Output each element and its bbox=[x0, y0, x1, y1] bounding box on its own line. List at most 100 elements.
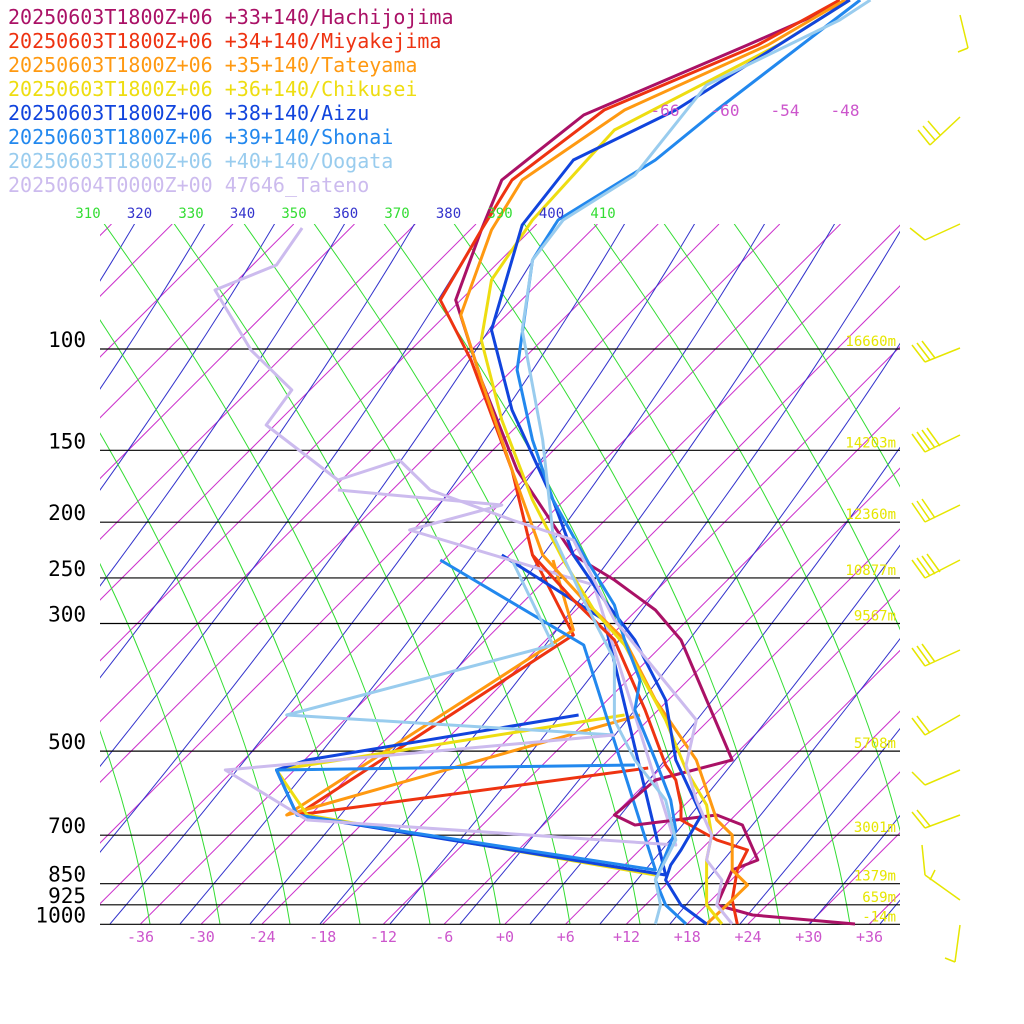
dry-adiabat-line bbox=[100, 224, 416, 679]
series-line bbox=[275, 713, 656, 877]
temperature-tick-label: -24 bbox=[248, 928, 275, 946]
theta-label: 390 bbox=[487, 206, 512, 222]
dry-adiabat-line bbox=[599, 544, 900, 924]
series-line bbox=[515, 0, 862, 926]
theta-label: 400 bbox=[539, 206, 564, 222]
pressure-label: 300 bbox=[48, 602, 86, 626]
upper-temperature-labels: -66 -60 -54 -48 bbox=[651, 101, 860, 120]
height-label: 5708m bbox=[854, 736, 896, 752]
dry-adiabat-line bbox=[109, 224, 626, 924]
theta-label: 310 bbox=[75, 206, 100, 222]
wind-barb-icon bbox=[911, 498, 961, 523]
isotherm-line bbox=[808, 832, 900, 924]
pressure-label: 1000 bbox=[35, 903, 86, 927]
series-line bbox=[438, 0, 841, 925]
pressure-label: 925 bbox=[48, 884, 86, 908]
isotherm-line bbox=[100, 224, 598, 723]
temperature-tick-label: -30 bbox=[188, 928, 215, 946]
dry-adiabat-line bbox=[100, 224, 486, 768]
dry-adiabat-line bbox=[179, 224, 696, 924]
isotherm-line bbox=[686, 710, 900, 924]
upper-temperature-label: -48 bbox=[831, 101, 860, 120]
theta-label: 370 bbox=[384, 206, 409, 222]
theta-label: 340 bbox=[230, 206, 255, 222]
temperature-axis: -36 -30 -24 -18 -12 -6 +0 +6 +12 +18 +24 +30 +36 bbox=[127, 928, 883, 946]
isotherm-line bbox=[261, 285, 900, 924]
theta-label: 360 bbox=[333, 206, 358, 222]
height-label: 12360m bbox=[845, 507, 896, 523]
isotherm-line bbox=[100, 224, 416, 540]
pressure-label: 850 bbox=[48, 863, 86, 887]
isotherm-line bbox=[626, 649, 900, 924]
dry-adiabat-line bbox=[0, 144, 110, 924]
wind-barb-icon bbox=[944, 924, 961, 963]
isotherm-line bbox=[100, 224, 477, 601]
moist-adiabat-line bbox=[103, 224, 431, 924]
dry-adiabat-line bbox=[100, 224, 206, 390]
wind-barb-icon bbox=[911, 809, 961, 829]
height-label: 16660m bbox=[845, 334, 896, 350]
moist-adiabat-line bbox=[100, 562, 221, 924]
temperature-tick-label: -18 bbox=[309, 928, 336, 946]
dry-adiabat-line bbox=[389, 230, 900, 924]
temperature-tick-label: -12 bbox=[370, 928, 397, 946]
legend-entry: 20250603T1800Z+06 +39+140/Shonai bbox=[8, 125, 393, 149]
dry-adiabat-line bbox=[879, 899, 900, 924]
isotherm-line bbox=[140, 224, 841, 924]
height-labels: 16660m 14203m 12360m 10877m 9567m 5708m 3001m 1… bbox=[845, 334, 896, 925]
legend-entry: 20250603T1800Z+06 +35+140/Tateyama bbox=[8, 53, 417, 77]
pressure-label: 100 bbox=[48, 328, 86, 352]
dry-adiabat-line bbox=[669, 637, 900, 924]
temperature-tick-label: +18 bbox=[674, 928, 701, 946]
isotherm-line bbox=[100, 224, 659, 783]
isotherm-line bbox=[0, 224, 51, 924]
height-label: -14m bbox=[862, 909, 896, 925]
upper-temperature-label: -60 bbox=[711, 101, 740, 120]
isotherm-line bbox=[322, 346, 900, 924]
isotherm-line bbox=[443, 467, 900, 924]
moist-adiabat-line bbox=[100, 729, 151, 924]
isotherm-line bbox=[100, 224, 538, 662]
pressure-label: 150 bbox=[48, 429, 86, 453]
height-label: 14203m bbox=[845, 435, 896, 451]
dry-adiabat-lines bbox=[0, 144, 1024, 924]
dry-adiabat-line bbox=[100, 224, 136, 282]
moist-adiabat-line bbox=[243, 224, 571, 924]
wind-barb-icon bbox=[917, 116, 961, 146]
dry-adiabat-line bbox=[1020, 144, 1024, 924]
isobar-lines bbox=[100, 348, 900, 925]
wind-barb-icon bbox=[911, 427, 961, 453]
isotherm-line bbox=[100, 224, 234, 358]
wind-barb-icon bbox=[911, 553, 961, 579]
pressure-label: 200 bbox=[48, 501, 86, 525]
moist-adiabat-line bbox=[100, 432, 291, 924]
temperature-tick-label: +30 bbox=[795, 928, 822, 946]
isotherm-line bbox=[100, 224, 720, 844]
dry-adiabat-line bbox=[319, 224, 836, 924]
isotherm-line bbox=[100, 224, 173, 297]
moist-adiabat-line bbox=[100, 319, 361, 924]
theta-label: 350 bbox=[281, 206, 306, 222]
theta-label: 330 bbox=[178, 206, 203, 222]
wind-barb-icon bbox=[911, 714, 961, 736]
wind-barb-icon bbox=[911, 769, 961, 786]
dry-adiabat-line bbox=[809, 814, 900, 924]
wind-barb-icon bbox=[909, 223, 961, 241]
sounding-traces bbox=[213, 0, 872, 926]
legend-entry: 20250603T1800Z+06 +40+140/Oogata bbox=[8, 149, 393, 173]
moist-adiabat-line bbox=[663, 224, 900, 631]
pressure-label: 250 bbox=[48, 557, 86, 581]
legend-entry: 20250603T1800Z+06 +34+140/Miyakejima bbox=[8, 29, 441, 53]
dry-adiabat-line bbox=[249, 224, 766, 924]
series-line bbox=[213, 227, 734, 925]
temperature-tick-label: +12 bbox=[613, 928, 640, 946]
legend-entry: 20250603T1800Z+06 +33+140/Hachijojima bbox=[8, 5, 454, 29]
moist-adiabat-line bbox=[523, 224, 851, 924]
height-label: 659m bbox=[862, 890, 896, 906]
height-label: 1379m bbox=[854, 869, 896, 885]
wind-barb-icon bbox=[921, 844, 961, 901]
temperature-tick-label: +0 bbox=[496, 928, 514, 946]
isotherm-line bbox=[504, 528, 900, 924]
